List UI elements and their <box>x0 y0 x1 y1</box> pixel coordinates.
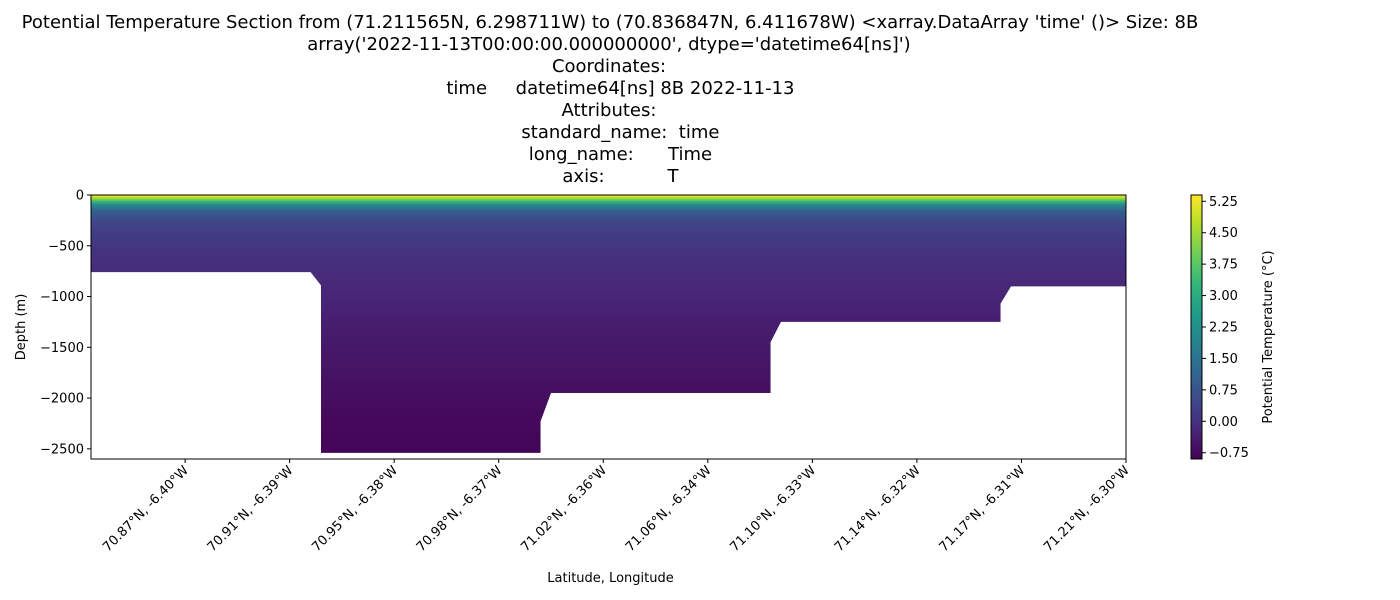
plot-frame <box>90 194 1127 460</box>
x-tick-label: 70.87°N, -6.40°W <box>100 463 192 555</box>
title-line-6: standard_name: time <box>498 122 720 143</box>
title-line-4: time datetime64[ns] 8B 2022-11-13 <box>423 78 795 99</box>
x-tick-label: 71.17°N, -6.31°W <box>937 463 1029 555</box>
x-tick-label: 71.02°N, -6.36°W <box>518 463 610 555</box>
colorbar-tick-label: 0.75 <box>1209 383 1238 398</box>
title-line-2: array('2022-11-13T00:00:00.000000000', d… <box>307 34 911 55</box>
x-tick-label: 70.91°N, -6.39°W <box>205 463 297 555</box>
colorbar-tick-label: 2.25 <box>1209 321 1238 336</box>
y-axis-label: Depth (m) <box>14 294 29 361</box>
x-tick-label: 71.06°N, -6.34°W <box>623 463 715 555</box>
y-tick-label: −500 <box>48 239 84 254</box>
x-tick-label: 71.10°N, -6.33°W <box>727 463 819 555</box>
temperature-section-fill <box>91 195 1126 453</box>
title-line-5: Attributes: <box>561 100 657 121</box>
colorbar-tick-label: 0.00 <box>1209 415 1238 430</box>
colorbar-tick-label: 1.50 <box>1209 352 1238 367</box>
x-tick-label: 70.95°N, -6.38°W <box>309 463 401 555</box>
colorbar-tick-label: 5.25 <box>1209 195 1238 210</box>
colorbar-tick-label: 3.00 <box>1209 289 1238 304</box>
y-tick-label: 0 <box>76 189 84 204</box>
y-tick-label: −2500 <box>40 442 84 457</box>
x-tick-label: 71.14°N, -6.32°W <box>832 463 924 555</box>
x-tick-label: 70.98°N, -6.37°W <box>414 463 506 555</box>
colorbar-tick-label: 3.75 <box>1209 258 1238 273</box>
y-tick-label: −1000 <box>40 290 84 305</box>
y-tick-label: −1500 <box>40 341 84 356</box>
x-tick-label: 71.21°N, -6.30°W <box>1041 463 1133 555</box>
colorbar-tick-label: 4.50 <box>1209 226 1238 241</box>
colorbar-label: Potential Temperature (°C) <box>1261 250 1276 423</box>
chart-title: Potential Temperature Section from (71.2… <box>0 12 1218 188</box>
y-tick-label: −2000 <box>40 392 84 407</box>
colorbar-tick-label: −0.75 <box>1209 446 1249 461</box>
title-line-7: long_name: Time <box>505 144 713 165</box>
title-line-1: Potential Temperature Section from (71.2… <box>21 12 1199 33</box>
title-line-8: axis: T <box>539 166 679 187</box>
colorbar <box>1190 194 1203 460</box>
x-axis-label: Latitude, Longitude <box>547 571 673 586</box>
title-line-3: Coordinates: <box>551 56 667 77</box>
